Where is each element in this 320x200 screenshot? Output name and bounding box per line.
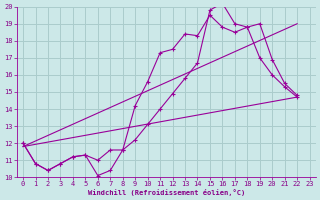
X-axis label: Windchill (Refroidissement éolien,°C): Windchill (Refroidissement éolien,°C) — [88, 189, 245, 196]
